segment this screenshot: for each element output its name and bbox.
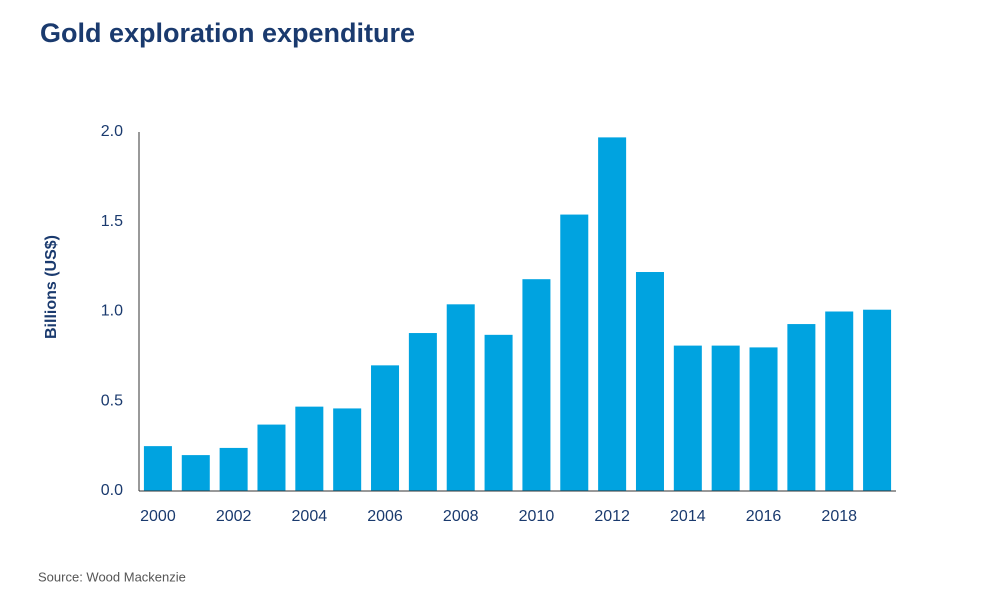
x-tick-label: 2018 [821, 508, 857, 525]
y-tick-label: 1.0 [101, 303, 123, 320]
y-tick-label: 0.0 [101, 482, 123, 499]
bar [484, 334, 513, 491]
y-tick-label: 0.5 [101, 392, 123, 409]
bar [560, 214, 589, 491]
x-tick-label: 2012 [594, 508, 630, 525]
x-tick-label: 2006 [367, 508, 403, 525]
bar [825, 311, 854, 491]
x-tick-label: 2002 [216, 508, 252, 525]
y-tick-label: 2.0 [101, 123, 123, 140]
y-tick-label: 1.5 [101, 213, 123, 230]
bar [711, 345, 740, 491]
bar [787, 324, 816, 491]
bar [598, 137, 627, 491]
bar [635, 272, 664, 491]
bar [446, 304, 475, 491]
bar [257, 424, 286, 491]
y-axis-label: Billions (US$) [43, 235, 60, 339]
bar [522, 279, 551, 491]
bar [673, 345, 702, 491]
x-tick-label: 2008 [443, 508, 479, 525]
x-tick-label: 2014 [670, 508, 706, 525]
bar [863, 309, 892, 491]
x-tick-label: 2010 [519, 508, 555, 525]
bar [219, 447, 248, 491]
bar [295, 406, 324, 491]
bar [181, 455, 210, 491]
chart-title: Gold exploration expenditure [40, 18, 415, 48]
source-note: Source: Wood Mackenzie [38, 569, 186, 584]
x-tick-label: 2016 [746, 508, 782, 525]
bar [143, 446, 172, 491]
x-tick-label: 2004 [292, 508, 328, 525]
bar [333, 408, 362, 491]
x-tick-label: 2000 [140, 508, 176, 525]
bar [408, 333, 437, 491]
bar [371, 365, 400, 491]
bar [749, 347, 778, 491]
